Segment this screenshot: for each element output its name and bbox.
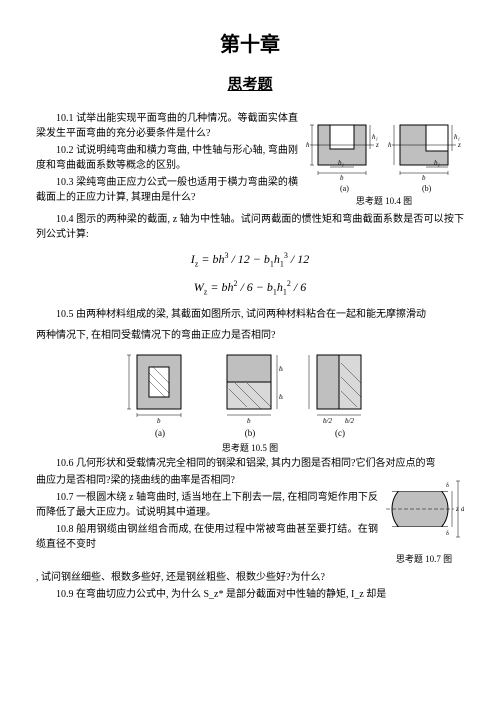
svg-text:(b): (b) (422, 184, 432, 193)
q-10-8a: 10.8 船用钢缆由钢丝组合而成, 在使用过程中常被弯曲甚至要打结。在钢缆直径不… (36, 522, 378, 552)
q-10-2: 10.2 试说明纯弯曲和横力弯曲, 中性轴与形心轴, 弯曲刚度和弯曲截面系数等概… (36, 143, 298, 173)
svg-text:b/2: b/2 (279, 365, 283, 373)
svg-text:(a): (a) (340, 184, 349, 193)
svg-text:h: h (306, 141, 310, 149)
svg-text:z: z (457, 141, 461, 149)
section-title: 思考题 (36, 74, 464, 97)
figure-10-4: z b b₁ h h₁ z b (304, 111, 464, 209)
svg-text:z: z (455, 505, 459, 513)
figure-10-7: z d δ δ 思考题 10.7 图 (384, 473, 464, 567)
svg-text:d: d (461, 505, 464, 513)
fig-10-4-svg: z b b₁ h h₁ z b (304, 111, 464, 193)
svg-text:z: z (375, 141, 379, 149)
q-10-8b: , 试问钢丝细些、根数多些好, 还是钢丝粗些、根数少些好?为什么? (36, 570, 464, 585)
q-10-6a: 10.6 几何形状和受载情况完全相同的钢梁和铝梁, 其内力图是否相同?它们各对应… (36, 456, 464, 471)
figure-10-5: b b (a) b/2 b/2 b (36, 349, 464, 441)
chapter-title: 第十章 (36, 30, 464, 60)
formula-iz: Iz = bh3 / 12 − b1h13 / 12 (36, 250, 464, 270)
fig-10-7-caption: 思考题 10.7 图 (384, 553, 464, 567)
q-10-7: 10.7 一根圆木绕 z 轴弯曲时, 适当地在上下削去一层, 在相同弯矩作用下反… (36, 490, 378, 520)
svg-text:b/2: b/2 (279, 393, 283, 401)
svg-text:b: b (340, 174, 344, 182)
q-10-1: 10.1 试举出能实现平面弯曲的几种情况。等截面实体直梁发生平面弯曲的充分必要条… (36, 111, 298, 141)
fig-10-5-a-label: (a) (127, 427, 193, 441)
q-10-5b: 两种情况下, 在相同受载情况下的弯曲正应力是否相同? (36, 328, 464, 343)
svg-text:b: b (157, 417, 161, 425)
fig-10-5-b-label: (b) (217, 427, 283, 441)
fig-10-5-c-label: (c) (307, 427, 373, 441)
fig-10-5-a: b b (a) (127, 349, 193, 441)
svg-text:b/2: b/2 (323, 417, 332, 425)
svg-text:h: h (388, 141, 392, 149)
svg-text:h₁: h₁ (372, 133, 378, 141)
q-10-9: 10.9 在弯曲切应力公式中, 为什么 S_z* 是部分截面对中性轴的静矩, I… (36, 587, 464, 602)
svg-text:b₁: b₁ (338, 159, 344, 167)
fig-10-5-caption: 思考题 10.5 图 (36, 442, 464, 456)
q-10-6b: 曲应力是否相同?梁的挠曲线的曲率是否相同? (36, 473, 378, 488)
svg-text:δ: δ (446, 483, 449, 489)
fig-10-4-caption: 思考题 10.4 图 (304, 195, 464, 209)
svg-text:b/2: b/2 (345, 417, 354, 425)
svg-text:h₁: h₁ (454, 133, 460, 141)
svg-text:b: b (422, 174, 426, 182)
content: z b b₁ h h₁ z b (36, 111, 464, 603)
svg-text:δ: δ (446, 531, 449, 537)
formula-wz: Wz = bh2 / 6 − b1h12 / 6 (36, 278, 464, 298)
fig-10-5-b: b/2 b/2 b (b) (217, 349, 283, 441)
fig-10-5-c: b b/2 b/2 (c) (307, 349, 373, 441)
q-10-3: 10.3 梁纯弯曲正应力公式一般也适用于横力弯曲梁的横截面上的正应力计算, 其理… (36, 175, 298, 205)
svg-text:b: b (247, 417, 251, 425)
svg-text:b₁: b₁ (434, 159, 440, 167)
q-10-5a: 10.5 由两种材料组成的梁, 其截面如图所示, 试问两种材料粘合在一起和能无摩… (36, 307, 464, 322)
q-10-4: 10.4 图示的两种梁的截面, z 轴为中性轴。试问两截面的惯性矩和弯曲截面系数… (36, 212, 464, 242)
